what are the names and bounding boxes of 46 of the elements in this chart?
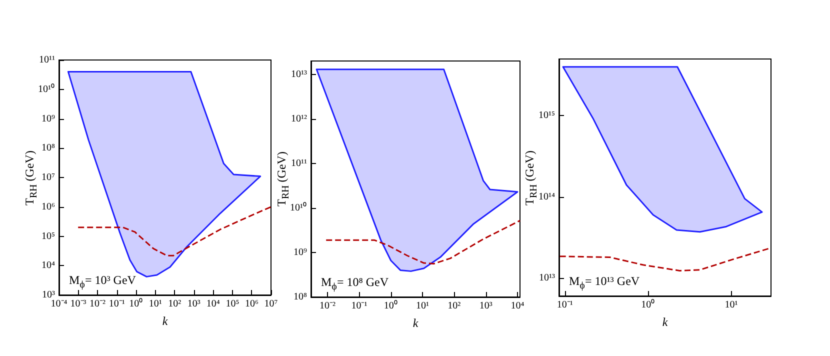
y-tick-label: 10¹⁵ (538, 110, 555, 122)
x-tick-label: 10⁻³ (70, 298, 86, 310)
x-tick-label: 10⁻⁴ (50, 298, 68, 310)
x-tick-label: 10⁻¹ (556, 300, 573, 310)
x-axis-title: k (162, 314, 168, 328)
x-axis-title: k (662, 315, 668, 329)
y-tick-label: 10⁴ (42, 260, 56, 272)
y-tick-label: 10¹¹ (39, 54, 55, 66)
y-tick-label: 10⁸ (42, 142, 56, 154)
x-tick-label: 10⁰ (384, 300, 398, 312)
y-tick-label: 10⁹ (42, 113, 56, 124)
x-tick-label: 10⁻¹ (108, 298, 125, 310)
x-axis-title: k (412, 316, 419, 330)
x-tick-label: 10⁵ (226, 298, 240, 310)
y-tick-label: 10¹⁰ (38, 82, 55, 95)
x-tick-label: 10² (448, 300, 461, 312)
x-tick-label: 10³ (187, 298, 200, 310)
y-tick-label: 10⁵ (42, 230, 55, 242)
y-tick-label: 10¹³ (539, 272, 555, 284)
x-tick-label: 10⁷ (264, 298, 278, 310)
y-tick-label: 10¹² (291, 113, 307, 124)
x-tick-label: 10⁰ (129, 298, 144, 310)
x-tick-label: 10⁶ (244, 298, 259, 310)
y-tick-label: 10¹³ (291, 68, 307, 80)
x-tick-label: 10⁻² (320, 300, 336, 312)
x-tick-label: 10⁴ (510, 300, 525, 312)
y-tick-label: 10¹¹ (291, 158, 307, 169)
y-tick-label: 10⁸ (294, 292, 308, 302)
x-tick-label: 10³ (479, 300, 492, 312)
x-tick-label: 10¹ (148, 298, 162, 310)
x-tick-label: 10⁻² (90, 298, 106, 310)
annotation: M$_{ϕ}$= 10³ GeV (69, 273, 136, 292)
annotation: M$_{ϕ}$= 10¹³ GeV (569, 274, 640, 294)
y-tick-label: 10¹⁰ (290, 201, 307, 214)
x-tick-label: 10¹ (724, 300, 738, 310)
x-tick-label: 10⁴ (206, 298, 220, 310)
y-tick-label: 10⁹ (294, 246, 308, 258)
annotation: M$_{ϕ}$= 10⁸ GeV (321, 275, 389, 294)
y-tick-label: 10³ (42, 290, 55, 300)
x-tick-label: 10² (168, 298, 182, 310)
y-tick-label: 10¹⁴ (538, 191, 556, 202)
x-tick-label: 10⁰ (641, 298, 656, 310)
y-tick-label: 10⁷ (42, 172, 56, 183)
y-tick-label: 10⁶ (42, 201, 56, 212)
x-tick-label: 10¹ (416, 300, 430, 312)
x-tick-label: 10⁻¹ (351, 300, 368, 312)
